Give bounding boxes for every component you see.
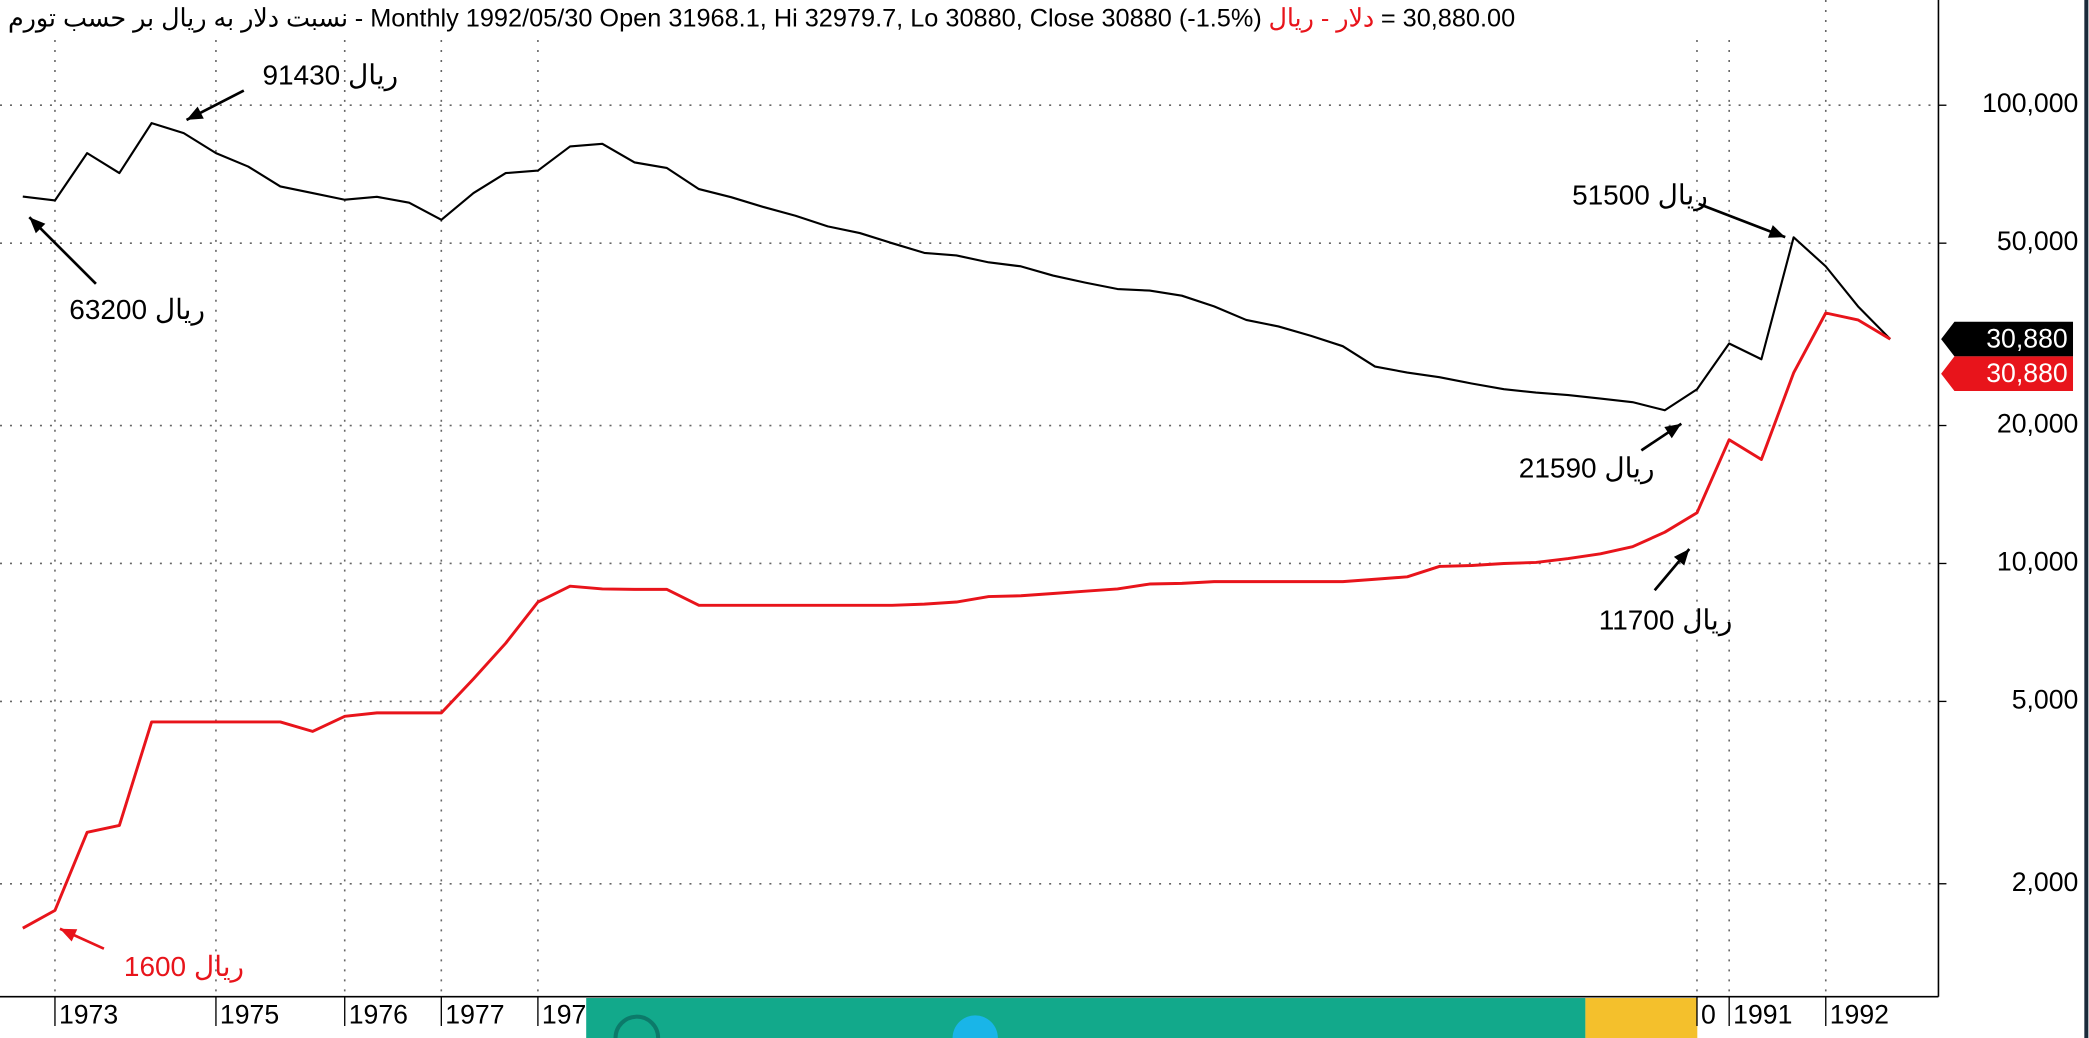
- annotation: 11700 ریال: [1599, 605, 1733, 637]
- x-tick-label: 1977: [445, 1000, 504, 1030]
- x-tick-label: 197: [542, 1000, 586, 1030]
- y-tick-label: 20,000: [1997, 409, 2078, 439]
- y-tick-label: 50,000: [1997, 226, 2078, 256]
- y-tick-label: 10,000: [1997, 547, 2078, 577]
- annotation: 51500 ریال: [1572, 180, 1708, 212]
- x-tick-label: 1975: [220, 1000, 279, 1030]
- chart: 2,0005,00010,00020,00050,000100,00019731…: [0, 0, 2089, 1038]
- annotation: 91430 ریال: [262, 60, 398, 92]
- x-tick-label: 1976: [349, 1000, 408, 1030]
- header-text: نسبت دلار به ریال بر حسب تورم: [8, 5, 348, 34]
- y-tick-label: 2,000: [2012, 867, 2079, 897]
- banner-accent: [1585, 998, 1697, 1038]
- y-tick-label: 100,000: [1982, 88, 2078, 118]
- x-tick-label: 1991: [1733, 1000, 1792, 1030]
- header-text: = 30,880.00: [1381, 5, 1515, 33]
- x-tick-label: 0: [1701, 1000, 1716, 1030]
- annotation: 1600 ریال: [124, 951, 244, 983]
- background: [0, 0, 2089, 1038]
- value-label: 30,880: [1986, 323, 2067, 353]
- y-tick-label: 5,000: [2012, 684, 2079, 714]
- annotation: 21590 ریال: [1519, 453, 1655, 485]
- value-label: 30,880: [1986, 358, 2067, 388]
- header-text: دلار - ریال: [1268, 5, 1374, 34]
- header-text: - Monthly 1992/05/30 Open 31968.1, Hi 32…: [355, 5, 1262, 33]
- x-tick-label: 1973: [59, 1000, 118, 1030]
- x-tick-label: 1992: [1830, 1000, 1889, 1030]
- annotation: 63200 ریال: [69, 294, 205, 326]
- banner: [586, 998, 1585, 1038]
